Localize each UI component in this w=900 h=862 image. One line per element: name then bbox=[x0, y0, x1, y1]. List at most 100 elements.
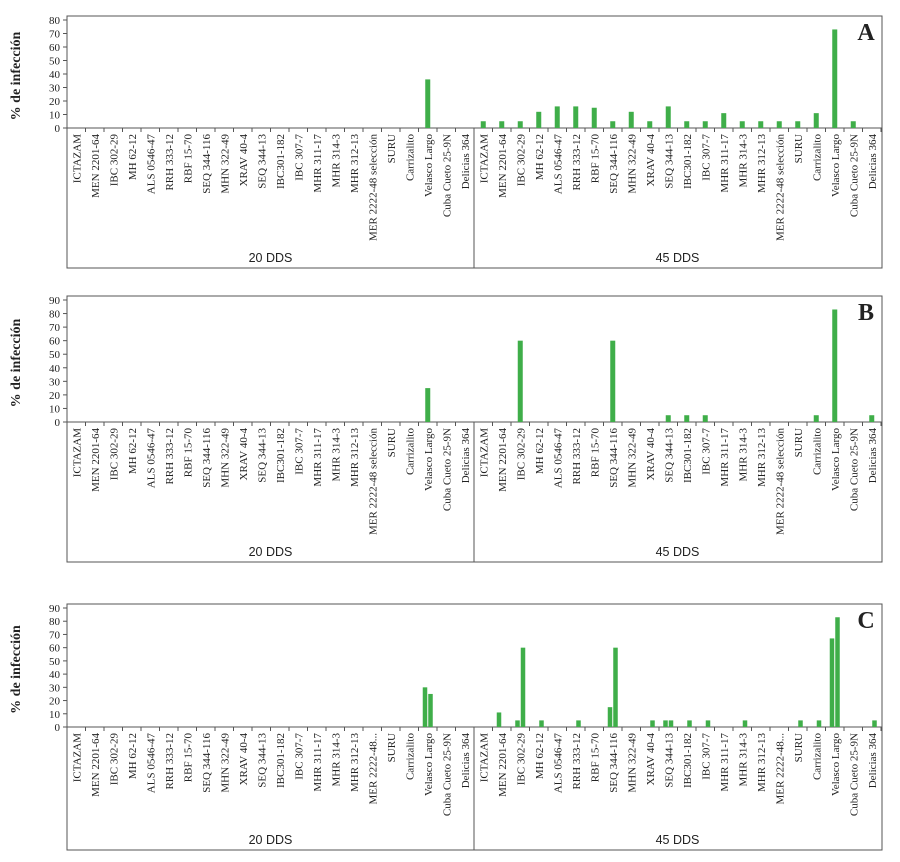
category-label: SEQ 344-116 bbox=[608, 428, 620, 488]
category-label: Cuba Cueto 25-9N bbox=[441, 733, 453, 816]
bar bbox=[665, 106, 671, 128]
category-label: MEN 2201-64 bbox=[497, 134, 509, 198]
category-label: Delicias 364 bbox=[867, 428, 879, 484]
bar bbox=[687, 720, 692, 727]
category-label: RBF 15-70 bbox=[182, 733, 194, 783]
category-label: MH 62-12 bbox=[534, 733, 546, 779]
category-label: ALS 0546-47 bbox=[552, 733, 564, 794]
category-label: MHR 311-17 bbox=[719, 428, 731, 487]
category-label: ICTAZAM bbox=[71, 733, 83, 782]
bar bbox=[515, 720, 520, 727]
category-label: RBF 15-70 bbox=[589, 428, 601, 478]
category-label: XRAV 40-4 bbox=[645, 134, 657, 187]
category-label: ICTAZAM bbox=[478, 134, 490, 183]
bar bbox=[517, 121, 523, 128]
category-label: SEQ 344-116 bbox=[608, 733, 620, 793]
category-label: RRH 333-12 bbox=[571, 428, 583, 485]
bar bbox=[517, 340, 523, 422]
category-label: MER 2222-48 selección bbox=[774, 428, 786, 535]
category-label: MER 2222-48 selección bbox=[774, 134, 786, 241]
category-label: MH 62-12 bbox=[534, 428, 546, 474]
category-label: SEQ 344-116 bbox=[201, 733, 213, 793]
y-tick-label: 20 bbox=[49, 696, 61, 708]
category-label: MHR 312-13 bbox=[349, 134, 361, 193]
category-label: SEQ 344-13 bbox=[663, 733, 675, 788]
category-label: MHR 312-13 bbox=[756, 733, 768, 792]
category-label: XRAV 40-4 bbox=[238, 428, 250, 481]
bar bbox=[628, 111, 634, 128]
panel-letter: A bbox=[857, 20, 875, 46]
bar bbox=[813, 113, 819, 128]
y-tick-label: 60 bbox=[49, 336, 61, 348]
group-label: 45 DDS bbox=[656, 251, 700, 265]
bar bbox=[480, 121, 486, 128]
y-axis-label: % de infección bbox=[9, 31, 24, 120]
bar bbox=[613, 647, 618, 727]
category-label: RRH 333-12 bbox=[571, 733, 583, 790]
y-axis-label: % de infección bbox=[9, 625, 24, 714]
category-label: MHR 314-3 bbox=[330, 428, 342, 482]
category-label: IBC301-182 bbox=[275, 428, 287, 483]
category-label: MHR 314-3 bbox=[737, 134, 749, 188]
y-tick-label: 50 bbox=[49, 349, 61, 361]
category-label: XRAV 40-4 bbox=[238, 733, 250, 786]
y-tick-label: 50 bbox=[49, 56, 61, 68]
bar bbox=[425, 79, 431, 128]
category-label: Velasco Largo bbox=[830, 428, 842, 492]
category-label: MH 62-12 bbox=[534, 134, 546, 180]
bar bbox=[721, 113, 727, 128]
bar bbox=[539, 720, 544, 727]
category-label: MEN 2201-64 bbox=[497, 428, 509, 492]
bar bbox=[795, 121, 801, 128]
category-label: IBC301-182 bbox=[275, 733, 287, 788]
category-label: Carrizalito bbox=[811, 733, 823, 781]
category-label: MHN 322-49 bbox=[219, 733, 231, 793]
category-label: IBC 307-7 bbox=[293, 733, 305, 780]
category-label: RBF 15-70 bbox=[182, 134, 194, 184]
category-label: MER 2222-48 selección bbox=[367, 428, 379, 535]
category-label: MHN 322-49 bbox=[219, 428, 231, 488]
category-label: ALS 0546-47 bbox=[145, 733, 157, 794]
bar bbox=[705, 720, 711, 727]
bar bbox=[702, 415, 708, 422]
bar bbox=[536, 111, 542, 128]
category-label: SURU bbox=[386, 733, 398, 762]
bar bbox=[742, 720, 748, 727]
category-label: MHR 311-17 bbox=[312, 733, 324, 792]
category-label: SEQ 344-116 bbox=[608, 134, 620, 194]
category-label: ICTAZAM bbox=[71, 134, 83, 183]
category-label: Velasco Largo bbox=[830, 733, 842, 797]
bar bbox=[607, 707, 613, 727]
category-label: Carrizalito bbox=[404, 134, 416, 182]
y-tick-label: 80 bbox=[49, 616, 61, 628]
bar bbox=[573, 106, 579, 128]
bar bbox=[869, 415, 875, 422]
bar bbox=[813, 415, 819, 422]
category-label: MH 62-12 bbox=[127, 733, 139, 779]
category-label: Carrizalito bbox=[404, 428, 416, 476]
category-label: Delicias 364 bbox=[460, 733, 472, 789]
y-tick-label: 70 bbox=[49, 29, 61, 41]
category-label: Delicias 364 bbox=[460, 134, 472, 190]
y-axis-label: % de infección bbox=[9, 318, 24, 407]
category-label: IBC 307-7 bbox=[293, 134, 305, 181]
bar bbox=[576, 720, 581, 727]
category-label: RRH 333-12 bbox=[571, 134, 583, 191]
y-tick-label: 50 bbox=[49, 656, 61, 668]
bar bbox=[425, 388, 431, 422]
category-label: ALS 0546-47 bbox=[145, 428, 157, 489]
group-label: 20 DDS bbox=[249, 251, 293, 265]
category-label: MHR 314-3 bbox=[330, 733, 342, 787]
category-label: MER 2222-48 selección bbox=[367, 134, 379, 241]
y-tick-label: 0 bbox=[55, 123, 61, 135]
category-label: ICTAZAM bbox=[478, 428, 490, 477]
category-label: ICTAZAM bbox=[478, 733, 490, 782]
y-tick-label: 40 bbox=[49, 669, 61, 681]
category-label: SURU bbox=[386, 134, 398, 163]
category-label: Velasco Largo bbox=[830, 134, 842, 198]
category-label: Delicias 364 bbox=[867, 134, 879, 190]
group-label: 20 DDS bbox=[249, 833, 293, 847]
y-tick-label: 10 bbox=[49, 403, 61, 415]
category-label: SURU bbox=[386, 428, 398, 457]
